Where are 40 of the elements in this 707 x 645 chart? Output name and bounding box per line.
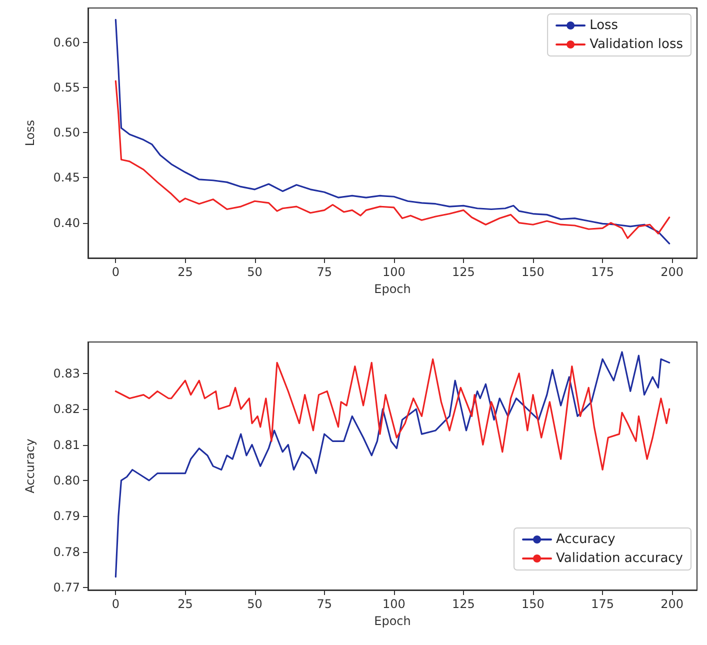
x-tick-label: 75 [316, 597, 332, 611]
y-axis-title: Accuracy [23, 438, 37, 494]
y-tick-label: 0.45 [53, 170, 80, 185]
x-tick-label: 150 [522, 265, 544, 279]
x-tick-label: 25 [178, 265, 193, 279]
y-tick-label: 0.50 [53, 126, 80, 140]
y-tick-label: 0.60 [53, 35, 80, 50]
x-tick-label: 125 [452, 597, 475, 611]
x-tick-label: 50 [247, 597, 262, 611]
y-tick-label: 0.80 [53, 473, 80, 488]
x-tick-label: 50 [247, 265, 262, 279]
x-tick-label: 150 [522, 597, 544, 611]
x-tick-label: 25 [178, 597, 193, 611]
x-tick-label: 125 [452, 265, 475, 279]
line-series [114, 358, 670, 471]
x-axis-title: Epoch [374, 614, 411, 628]
x-tick-label: 0 [112, 265, 120, 279]
x-tick-label: 100 [382, 265, 406, 279]
y-tick-label: 0.83 [53, 366, 80, 380]
y-tick-label: 0.77 [53, 580, 80, 594]
y-axis-title: Loss [23, 120, 37, 146]
y-tick-label: 0.78 [53, 544, 80, 559]
y-tick-label: 0.81 [53, 438, 80, 452]
line-series [114, 80, 670, 239]
legend-label: Validation accuracy [556, 551, 684, 566]
x-tick-label: 100 [382, 597, 406, 611]
x-tick-label: 175 [591, 597, 614, 611]
x-tick-label: 175 [591, 265, 614, 279]
legend-label: Accuracy [556, 532, 616, 547]
x-tick-label: 200 [660, 265, 684, 279]
y-tick-label: 0.82 [53, 402, 80, 416]
y-tick-label: 0.79 [53, 509, 80, 524]
x-axis-title: Epoch [374, 282, 411, 296]
legend-label: Loss [590, 18, 618, 33]
x-tick-label: 200 [660, 597, 684, 611]
x-tick-label: 0 [112, 597, 120, 611]
legend-label: Validation loss [590, 37, 684, 52]
x-tick-label: 75 [316, 265, 332, 279]
y-tick-label: 0.40 [53, 216, 80, 230]
y-tick-label: 0.55 [53, 80, 80, 94]
